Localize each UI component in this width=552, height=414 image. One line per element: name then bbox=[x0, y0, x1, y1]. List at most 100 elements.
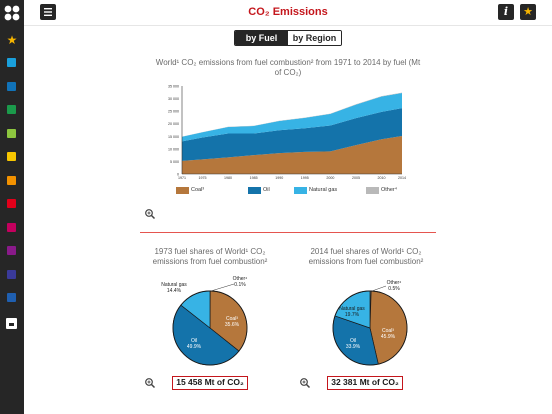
top-bar: CO₂ Emissions i ★ bbox=[24, 0, 552, 26]
pie-outline bbox=[172, 290, 248, 366]
pie-slice-value: 14.4% bbox=[167, 288, 182, 294]
pie-slice-label: Coal³ bbox=[382, 328, 394, 334]
pie-2014-title: 2014 fuel shares of World¹ CO₂ emissions… bbox=[286, 247, 446, 267]
star-icon: ★ bbox=[523, 6, 533, 18]
x-tick-label: 1990 bbox=[275, 176, 283, 180]
x-tick-label: 2014 bbox=[398, 176, 406, 180]
category-rail: ★ bbox=[0, 0, 24, 414]
pie-slice-value: 35.6% bbox=[225, 322, 240, 328]
rail-category-7-icon[interactable] bbox=[7, 199, 16, 208]
area-chart-legend: Coal³ Oil Natural gas Other⁴ bbox=[176, 185, 416, 195]
tab-by-region[interactable]: by Region bbox=[288, 31, 341, 45]
pie-1973-title: 1973 fuel shares of World¹ CO₂ emissions… bbox=[130, 247, 290, 267]
legend-item-0: Coal³ bbox=[176, 185, 204, 195]
rail-category-5-icon[interactable] bbox=[7, 152, 16, 161]
legend-item-1: Oil bbox=[248, 185, 270, 195]
pie-slice-value: 49.9% bbox=[187, 344, 202, 350]
info-button[interactable]: i bbox=[498, 4, 514, 20]
y-tick-label: 25 000 bbox=[168, 110, 179, 114]
y-tick-label: 15 000 bbox=[168, 135, 179, 139]
area-series-1 bbox=[182, 108, 402, 161]
legend-swatch bbox=[248, 186, 261, 194]
area-chart-plot: 0 5 000 10 000 15 000 20 000 25 000 30 000 35 0… bbox=[168, 85, 406, 181]
x-tick-label: 1985 bbox=[250, 176, 258, 180]
document-icon[interactable] bbox=[6, 318, 17, 329]
rail-category-4-icon[interactable] bbox=[7, 128, 16, 138]
pie-slice-label: Other⁴ bbox=[387, 280, 402, 286]
app-logo-icon[interactable] bbox=[3, 4, 21, 22]
page-title: CO₂ Emissions bbox=[248, 6, 328, 18]
y-tick-label: 30 000 bbox=[168, 97, 179, 101]
view-segmented-control: by Fuel by Region bbox=[234, 30, 342, 46]
rail-category-6-icon[interactable] bbox=[7, 175, 16, 185]
rail-category-3-icon[interactable] bbox=[7, 105, 16, 114]
legend-item-3: Other⁴ bbox=[366, 185, 397, 195]
zoom-icon[interactable] bbox=[144, 208, 156, 220]
pie-outline bbox=[332, 290, 408, 366]
pie-2014-title-line1: 2014 fuel shares of World¹ CO₂ bbox=[310, 247, 422, 256]
x-tick-label: 2005 bbox=[352, 176, 360, 180]
tab-by-fuel[interactable]: by Fuel bbox=[235, 31, 288, 45]
legend-item-2: Natural gas bbox=[294, 185, 337, 195]
x-tick-label: 2000 bbox=[326, 176, 334, 180]
legend-label: Natural gas bbox=[309, 187, 338, 193]
area-chart-title-line1: World¹ CO₂ emissions from fuel combustio… bbox=[155, 58, 421, 67]
pie-2014-title-line2: emissions from fuel combustion² bbox=[308, 257, 424, 266]
pie-slice-label: Oil bbox=[191, 338, 197, 344]
pie-1973-title-line1: 1973 fuel shares of World¹ CO₂ bbox=[154, 247, 266, 256]
pie-slice-label: Coal³ bbox=[226, 316, 238, 322]
favorite-button[interactable]: ★ bbox=[520, 4, 536, 20]
pie-slice-value: 33.9% bbox=[346, 344, 361, 350]
total-1973-badge: 15 458 Mt of CO₂ bbox=[172, 376, 248, 390]
x-tick-label: 1971 bbox=[178, 176, 186, 180]
legend-label: Oil bbox=[263, 187, 270, 193]
pie-slice-label: Oil bbox=[350, 338, 356, 344]
section-divider bbox=[140, 232, 436, 233]
legend-label: Coal³ bbox=[191, 187, 205, 193]
pie-slice-value: 0.5% bbox=[388, 286, 400, 292]
x-tick-label: 2010 bbox=[378, 176, 386, 180]
legend-label: Other⁴ bbox=[381, 187, 398, 193]
pie-slice-label: Other⁴ bbox=[233, 276, 248, 282]
pie-slice-label: Natural gas bbox=[161, 282, 187, 288]
pie-leader-line bbox=[210, 283, 235, 292]
legend-swatch bbox=[176, 186, 189, 194]
pie-slice-label: Natural gas bbox=[339, 306, 365, 312]
rail-category-10-icon[interactable] bbox=[7, 269, 16, 279]
y-tick-label: 20 000 bbox=[168, 122, 179, 126]
x-tick-label: 1975 bbox=[198, 176, 206, 180]
total-2014-badge: 32 381 Mt of CO₂ bbox=[327, 376, 403, 390]
rail-category-8-icon[interactable] bbox=[7, 222, 16, 232]
zoom-icon[interactable] bbox=[299, 377, 311, 389]
y-tick-label: 5 000 bbox=[170, 160, 179, 164]
pie-1973-title-line2: emissions from fuel combustion² bbox=[152, 257, 268, 266]
area-chart: 0 5 000 10 000 15 000 20 000 25 000 30 000 35 0… bbox=[168, 85, 406, 181]
area-series-0 bbox=[182, 136, 402, 174]
legend-swatch bbox=[294, 186, 307, 194]
zoom-icon[interactable] bbox=[144, 377, 156, 389]
area-chart-title-line2: of CO₂) bbox=[274, 68, 302, 77]
star-icon[interactable]: ★ bbox=[6, 33, 18, 47]
pie-slice-value: 0.1% bbox=[234, 282, 246, 288]
y-tick-label: 10 000 bbox=[168, 147, 179, 151]
rail-category-1-icon[interactable] bbox=[7, 58, 16, 67]
rail-category-11-icon[interactable] bbox=[7, 293, 16, 302]
pie-slice-value: 45.9% bbox=[381, 334, 396, 340]
menu-icon bbox=[44, 8, 52, 16]
info-icon: i bbox=[503, 5, 509, 18]
y-tick-label: 35 000 bbox=[168, 85, 179, 89]
pie-slice-value: 19.7% bbox=[345, 312, 360, 318]
y-tick-label: 0 bbox=[177, 173, 179, 177]
area-series-2 bbox=[182, 93, 402, 142]
rail-category-9-icon[interactable] bbox=[7, 246, 16, 255]
rail-category-2-icon[interactable] bbox=[7, 81, 16, 91]
legend-swatch bbox=[366, 186, 379, 194]
area-series-3 bbox=[182, 92, 402, 137]
menu-button[interactable] bbox=[40, 4, 56, 20]
x-tick-label: 1995 bbox=[301, 176, 309, 180]
area-chart-title: World¹ CO₂ emissions from fuel combustio… bbox=[110, 58, 466, 78]
x-tick-label: 1980 bbox=[224, 176, 232, 180]
